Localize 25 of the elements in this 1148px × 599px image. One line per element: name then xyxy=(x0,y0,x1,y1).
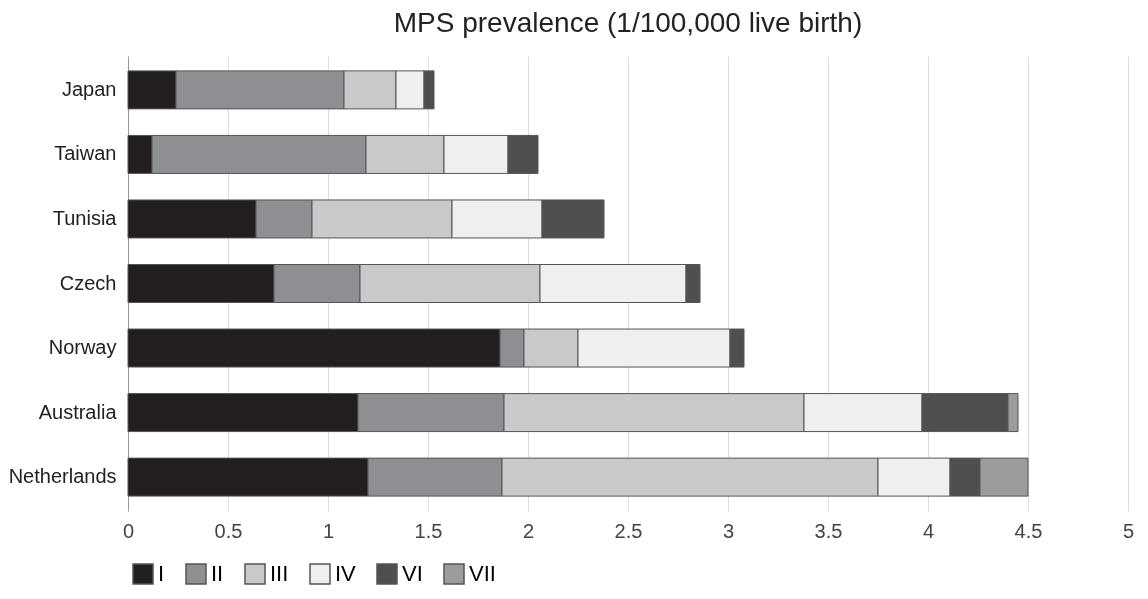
y-tick-label: Norway xyxy=(48,336,117,359)
y-tick-label: Taiwan xyxy=(54,142,117,165)
x-tick-label: 1 xyxy=(322,519,335,542)
x-tick-label: 0.5 xyxy=(214,519,243,542)
x-tick-label: 2 xyxy=(522,519,535,542)
x-tick-label: 5 xyxy=(1122,519,1135,542)
x-tick-label: 1.5 xyxy=(414,519,443,542)
x-tick-label: 0 xyxy=(122,519,135,542)
y-tick-label: Japan xyxy=(62,77,117,100)
legend-label: IV xyxy=(335,561,357,586)
y-tick-label: Netherlands xyxy=(8,465,117,488)
legend-label: VII xyxy=(469,561,496,586)
x-tick-label: 4.5 xyxy=(1014,519,1043,542)
y-tick-label: Czech xyxy=(59,271,117,294)
x-tick-label: 2.5 xyxy=(614,519,643,542)
y-tick-label: Tunisia xyxy=(52,206,118,229)
legend-label: III xyxy=(270,561,289,586)
x-tick-label: 3.5 xyxy=(814,519,843,542)
x-tick-label: 4 xyxy=(922,519,935,542)
legend-label: VI xyxy=(402,561,423,586)
legend-label: II xyxy=(211,561,224,586)
x-tick-label: 3 xyxy=(722,519,735,542)
legend-label: I xyxy=(158,561,165,586)
y-tick-label: Australia xyxy=(38,400,118,423)
chart-title: MPS prevalence (1/100,000 live birth) xyxy=(393,7,863,38)
